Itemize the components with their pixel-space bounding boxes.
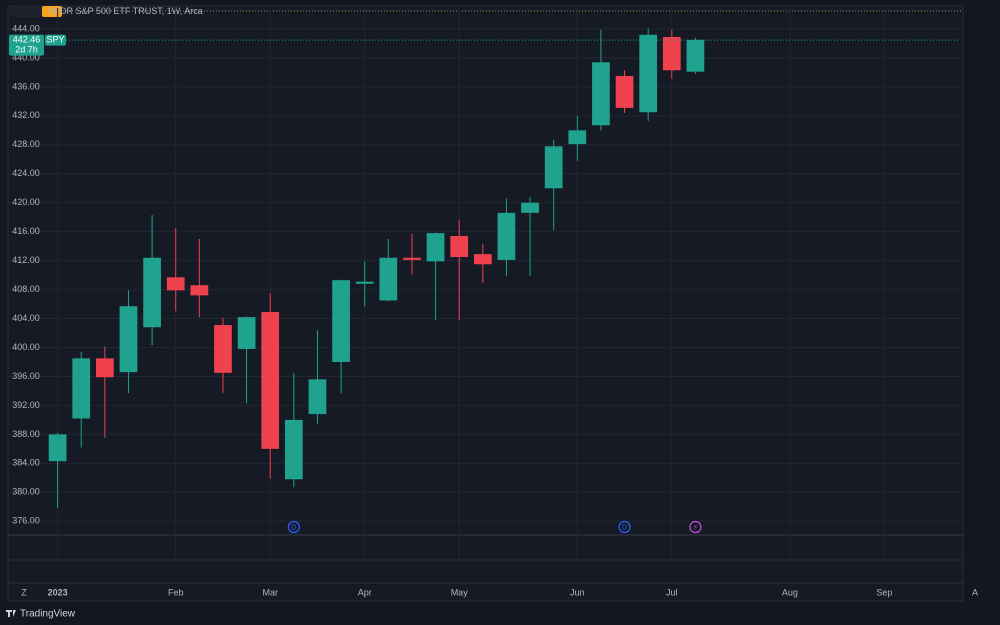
- y-tick-label: 432.00: [12, 110, 40, 120]
- event-marker: [287, 520, 300, 534]
- candle-body: [48, 434, 67, 462]
- logo-icon: [6, 610, 16, 617]
- countdown: 2d 7h: [15, 45, 38, 55]
- symbol-tag: [45, 34, 66, 46]
- x-tick-label: Feb: [168, 587, 184, 597]
- x-tick-label: Jul: [666, 587, 678, 597]
- auto-button[interactable]: A: [972, 587, 978, 597]
- x-tick-label: Mar: [262, 587, 278, 597]
- candle-body: [72, 358, 91, 419]
- y-tick-label: 424.00: [12, 168, 40, 178]
- candle-body: [544, 146, 563, 189]
- candle-body: [497, 212, 516, 260]
- candle-body: [332, 280, 350, 362]
- candle-body: [284, 419, 303, 480]
- candle-body: [119, 306, 138, 373]
- y-tick-label: 392.00: [12, 400, 40, 410]
- y-tick-label: 404.00: [12, 313, 40, 323]
- y-tick-label: 416.00: [12, 226, 40, 236]
- last-price-box: [9, 34, 44, 56]
- y-tick-label: 440.00: [12, 52, 40, 62]
- chart-frame: [7, 5, 964, 602]
- x-tick-label: Apr: [358, 587, 372, 597]
- y-tick-label: 384.00: [12, 458, 40, 468]
- candle-body: [521, 202, 539, 213]
- branding: TradingView: [20, 609, 76, 620]
- event-label: D: [291, 524, 296, 531]
- candle-body: [95, 358, 114, 378]
- candle-body: [639, 34, 658, 113]
- candle-body: [379, 257, 398, 301]
- y-tick-label: 388.00: [12, 429, 40, 439]
- candle-body: [568, 130, 587, 145]
- symbol-badge: [42, 6, 62, 17]
- event-label: D: [622, 524, 627, 531]
- symbol-label: SPY: [46, 35, 64, 45]
- y-tick-label: 444.00: [12, 23, 40, 33]
- candle-body: [473, 254, 492, 265]
- event-marker: [618, 520, 631, 534]
- last-price-label: 442.46: [13, 35, 41, 45]
- y-tick-label: 428.00: [12, 139, 40, 149]
- chart-title: SPDR S&P 500 ETF TRUST, 1W, Arca: [48, 6, 203, 16]
- candle-body: [662, 36, 681, 71]
- y-tick-label: 420.00: [12, 197, 40, 207]
- x-tick-label: Aug: [782, 587, 798, 597]
- event-label: ⚡: [693, 523, 698, 531]
- event-marker: [689, 520, 702, 534]
- candle-body: [686, 39, 705, 72]
- candle-body: [214, 325, 232, 373]
- symbol-box: [10, 6, 42, 17]
- zoom-button[interactable]: Z: [21, 587, 27, 597]
- candle-body: [426, 233, 445, 262]
- candle-body: [190, 285, 209, 296]
- y-tick-label: 380.00: [12, 487, 40, 497]
- candle-body: [237, 317, 256, 349]
- y-tick-label: 396.00: [12, 371, 40, 381]
- candle-body: [355, 281, 374, 284]
- candle-body: [261, 312, 280, 449]
- y-tick-label: 376.00: [12, 516, 40, 526]
- x-tick-label: Sep: [876, 587, 892, 597]
- y-tick-label: 400.00: [12, 342, 40, 352]
- candle-body: [450, 236, 469, 258]
- candle-body: [592, 62, 610, 126]
- candle-body: [615, 76, 634, 108]
- x-tick-label: 2023: [48, 587, 68, 597]
- candle-body: [143, 257, 161, 328]
- x-tick-label: May: [451, 587, 469, 597]
- candle-body: [403, 257, 421, 260]
- y-tick-label: 408.00: [12, 284, 40, 294]
- x-tick-label: Jun: [570, 587, 585, 597]
- y-tick-label: 412.00: [12, 255, 40, 265]
- candle-body: [166, 277, 185, 291]
- candle-body: [308, 379, 327, 415]
- y-tick-label: 436.00: [12, 81, 40, 91]
